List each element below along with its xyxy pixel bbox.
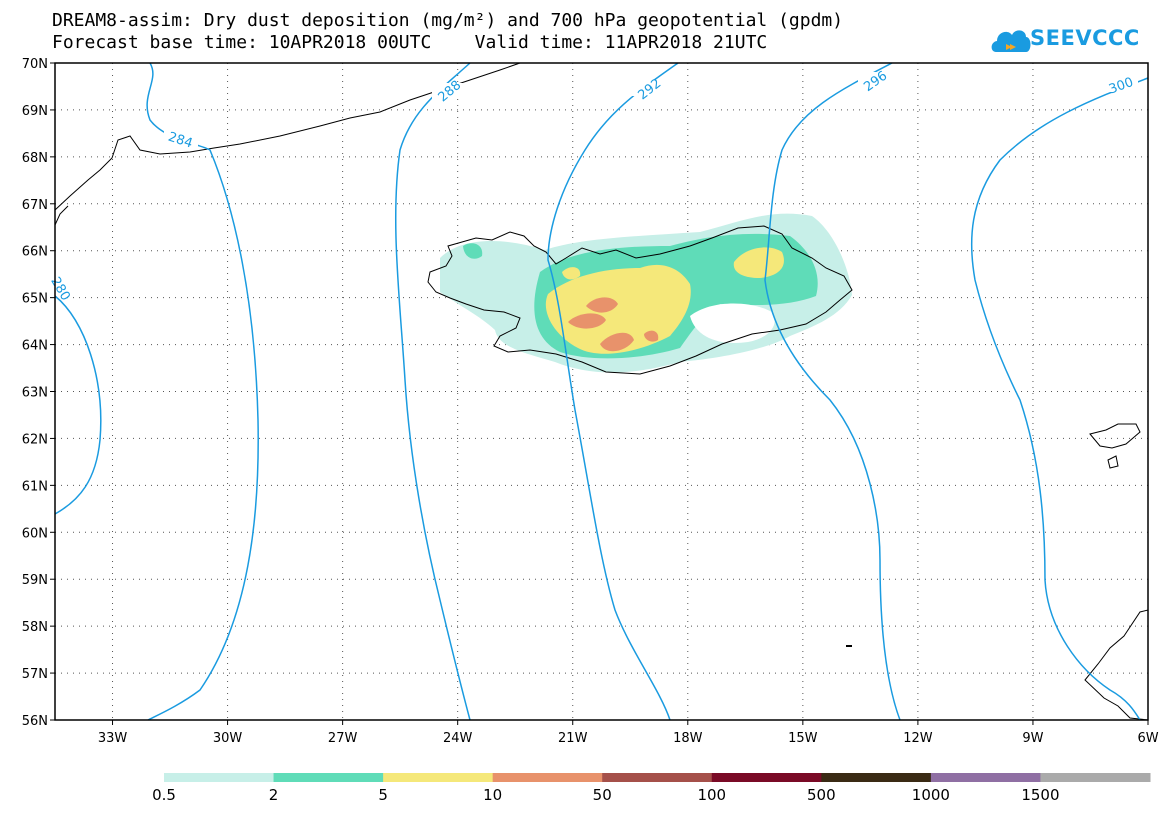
lon-label: 18W (673, 731, 703, 746)
dust-level-10-a (586, 297, 618, 313)
colorbar-label: 50 (592, 786, 612, 804)
lat-label: 62N (22, 432, 48, 447)
lon-label: 15W (788, 731, 818, 746)
lon-label: 21W (558, 731, 588, 746)
contour-label-284: 284 (166, 130, 194, 152)
dust-level-5-east (733, 247, 784, 278)
colorbar-label: 0.5 (152, 786, 176, 804)
colorbar-label: 1000 (911, 786, 950, 804)
faroe-islands (1089, 423, 1141, 449)
dust-deposition-shading (440, 213, 852, 373)
lat-label: 60N (22, 526, 48, 541)
lat-label: 69N (22, 104, 48, 119)
lat-label: 57N (22, 667, 48, 682)
lat-label: 64N (22, 339, 48, 354)
colorbar-swatch (930, 773, 1041, 782)
colorbar-label: 5 (378, 786, 388, 804)
lat-label: 63N (22, 386, 48, 401)
colorbar-swatch (492, 773, 603, 782)
colorbar-swatch (1040, 773, 1151, 782)
dust-level-2-west (463, 243, 483, 259)
map-title-line2: Forecast base time: 10APR2018 00UTC Vali… (52, 32, 768, 53)
dust-level-10-c (600, 332, 634, 352)
dust-level-10-d (644, 330, 659, 342)
contour-284 (146, 62, 259, 721)
scotland-coast (1084, 609, 1149, 721)
lon-label: 27W (328, 731, 358, 746)
lat-label: 65N (22, 292, 48, 307)
colorbar-label: 1500 (1021, 786, 1060, 804)
lat-label: 56N (22, 714, 48, 729)
cloud-icon (991, 30, 1031, 52)
geopotential-contours (54, 62, 1149, 721)
greenland-coast-2 (54, 205, 69, 226)
colorbar-label: 100 (697, 786, 727, 804)
lon-label: 30W (213, 731, 243, 746)
colorbar-label: 500 (807, 786, 836, 804)
dust-level-10-b (568, 313, 606, 329)
lat-lon-grid (55, 63, 1148, 720)
logo-text: SEEVCCC (1030, 26, 1140, 50)
colorbar-swatch (273, 773, 384, 782)
contour-296 (764, 62, 901, 721)
contour-label-288: 288 (436, 78, 465, 105)
lon-label: 6W (1137, 731, 1158, 746)
dust-level-5-north (562, 267, 581, 280)
lat-label: 61N (22, 479, 48, 494)
colorbar-swatch (821, 773, 932, 782)
lon-label: 24W (443, 731, 473, 746)
greenland-coast (54, 62, 521, 211)
latitude-axis: 70N 69N 68N 67N 66N 65N 64N 63N 62N 61N 60N 59N 58N 5… (22, 57, 55, 729)
lon-label: 12W (903, 731, 933, 746)
faroe-islands-2 (1107, 455, 1119, 469)
contour-280 (54, 295, 102, 515)
contour-labels: 284 288 292 296 300 280 (47, 69, 1138, 304)
iceland-coast (427, 225, 853, 375)
colorbar-label: 2 (268, 786, 279, 804)
glacier-gap (690, 303, 775, 343)
colorbar-swatch (383, 773, 494, 782)
colorbar (164, 773, 1151, 782)
seevccc-logo (991, 30, 1031, 52)
contour-300 (970, 77, 1149, 721)
longitude-axis: 33W 30W 27W 24W 21W 18W 15W 12W 9W 6W (98, 720, 1159, 746)
colorbar-label: 10 (483, 786, 503, 804)
colorbar-swatch (711, 773, 822, 782)
contour-288 (394, 62, 471, 721)
lat-label: 67N (22, 198, 48, 213)
lon-label: 33W (98, 731, 128, 746)
colorbar-swatch (164, 773, 275, 782)
contour-292 (547, 62, 679, 721)
lat-label: 68N (22, 151, 48, 166)
lat-label: 58N (22, 620, 48, 635)
lat-label: 59N (22, 573, 48, 588)
lon-label: 9W (1022, 731, 1043, 746)
lat-label: 70N (22, 57, 48, 72)
map-title-line1: DREAM8-assim: Dry dust deposition (mg/m²… (52, 10, 844, 31)
colorbar-swatch (602, 773, 713, 782)
lat-label: 66N (22, 245, 48, 260)
